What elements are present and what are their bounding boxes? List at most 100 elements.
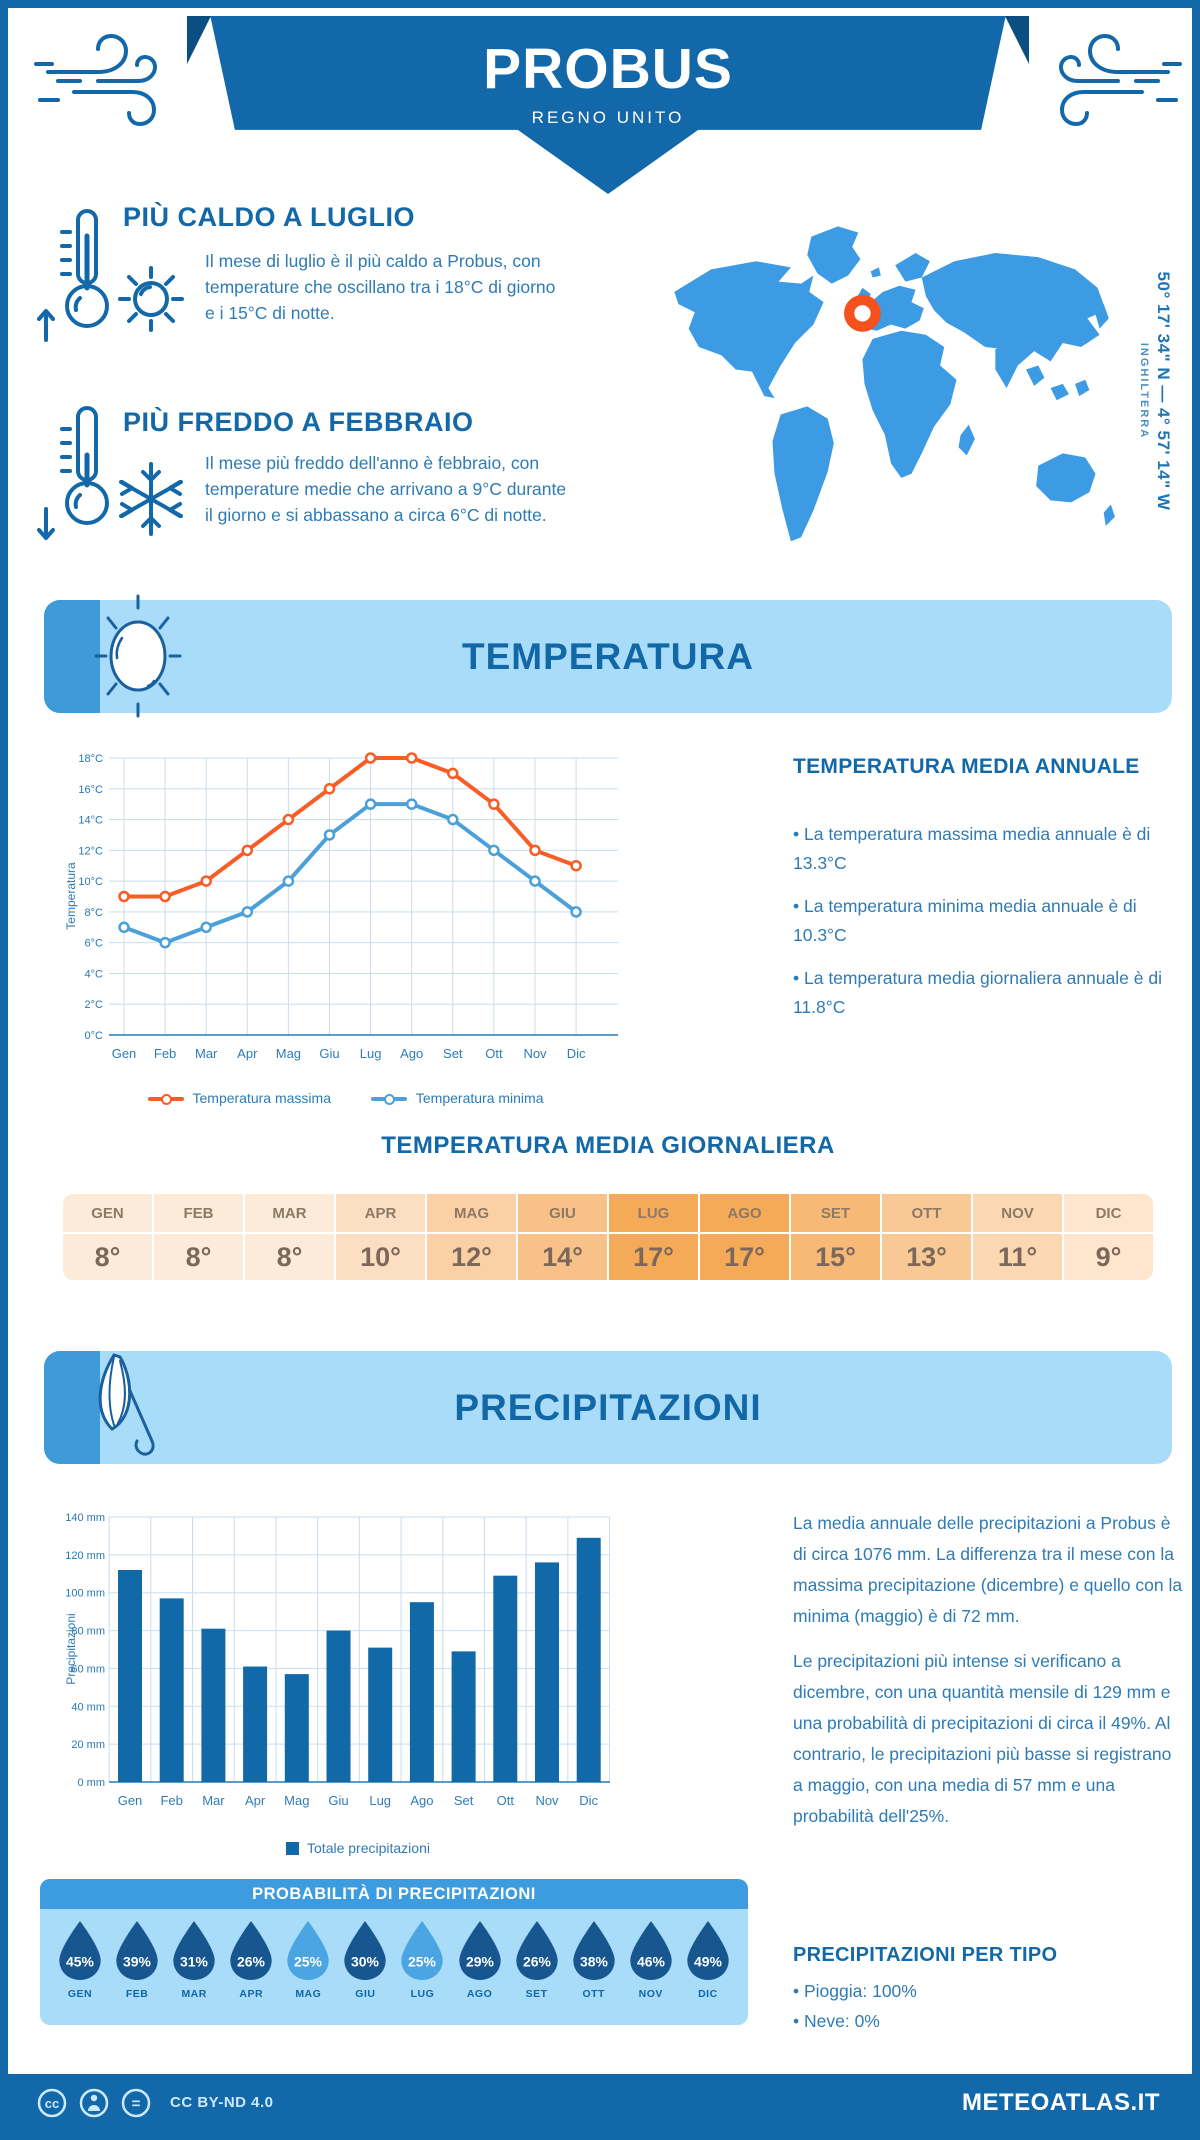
rain-drop-icon: 31% <box>173 1921 215 1980</box>
umbrella-icon <box>98 1353 155 1456</box>
y-tick-label: 140 mm <box>65 1512 105 1524</box>
data-point <box>488 844 500 857</box>
y-tick-label: 18°C <box>78 753 103 765</box>
data-point <box>241 906 254 918</box>
precip-paragraph-2: Le precipitazioni più intense si verific… <box>793 1651 1172 1826</box>
rain-drop-percent: 38% <box>580 1954 609 1970</box>
x-tick-label: Ott <box>485 1046 503 1061</box>
y-tick-label: 12°C <box>78 845 103 857</box>
table-month-value: 17° <box>609 1234 698 1280</box>
precipitation-legend: Totale precipitazioni <box>63 1840 653 1856</box>
data-point <box>364 798 377 810</box>
rain-drop-cell: 29% AGO <box>454 1919 506 2000</box>
precipitation-paragraphs: La media annuale delle precipitazioni a … <box>793 1508 1185 1846</box>
y-tick-label: 0 mm <box>78 1777 106 1789</box>
legend-total-label: Totale precipitazioni <box>307 1840 430 1856</box>
table-month-value: 17° <box>700 1234 789 1280</box>
precip-probability-panel: PROBABILITÀ DI PRECIPITAZIONI 45% GEN 39% F… <box>40 1879 748 2025</box>
x-tick-label: Set <box>454 1793 474 1808</box>
table-month-value: 8° <box>245 1234 334 1280</box>
data-point <box>447 813 459 826</box>
rain-drop-percent: 49% <box>694 1954 723 1970</box>
region-text: INGHILTERRA <box>1138 342 1150 440</box>
ribbon-fold-right <box>1005 16 1029 64</box>
rain-drop-shape <box>173 1921 215 1980</box>
bar <box>159 1598 184 1782</box>
x-tick-label: Dic <box>567 1046 586 1061</box>
table-month-value: 8° <box>154 1234 243 1280</box>
rain-drop-icon: 30% <box>344 1921 387 1980</box>
y-tick-label: 80 mm <box>71 1626 105 1638</box>
precip-by-type-heading: PRECIPITAZIONI PER TIPO <box>793 1944 1058 1966</box>
cc-license-icons: cc = <box>37 2088 151 2118</box>
line-series-0 <box>122 756 579 899</box>
precip-by-type-list: • Pioggia: 100% • Neve: 0% <box>793 1976 917 2036</box>
rain-drop-icon: 46% <box>630 1921 672 1980</box>
data-point <box>159 936 171 949</box>
coordinates-block: 50° 17' 34" N — 4° 57' 14" W INGHILTERRA <box>1127 214 1173 568</box>
x-tick-label: Mag <box>284 1793 309 1808</box>
rain-drop-month: APR <box>239 1988 264 2000</box>
thermometer-cold-icon <box>37 406 109 540</box>
data-point <box>159 890 171 903</box>
rain-drop-shape <box>116 1921 158 1980</box>
x-tick-label: Ago <box>400 1046 423 1061</box>
legend-item-min: Temperatura minima <box>370 1090 544 1106</box>
x-tick-label: Giu <box>319 1046 339 1061</box>
y-axis-label: Temperatura <box>64 862 78 930</box>
y-tick-label: 2°C <box>85 999 104 1011</box>
rain-drop-month: AGO <box>466 1988 493 2000</box>
rain-drop-percent: 26% <box>237 1954 266 1970</box>
rain-drop-cell: 45% GEN <box>54 1919 106 2000</box>
rain-drop-icon: 29% <box>458 1921 501 1980</box>
rain-drop-cell: 46% NOV <box>625 1919 677 2000</box>
x-tick-label: Ott <box>497 1793 515 1808</box>
y-tick-label: 60 mm <box>71 1663 105 1675</box>
y-tick-label: 14°C <box>78 815 103 827</box>
bar <box>576 1537 601 1782</box>
x-tick-label: Ago <box>410 1793 433 1808</box>
footer: cc = CC BY-ND 4.0 METEOATLAS.IT <box>8 2074 1192 2132</box>
rain-drop-month: DIC <box>698 1988 718 2000</box>
rain-drop-icon: 25% <box>287 1921 329 1980</box>
data-point <box>570 859 582 872</box>
data-point <box>570 906 582 918</box>
rain-drop-month: GIU <box>355 1988 376 2000</box>
rain-drop-percent: 25% <box>294 1954 323 1970</box>
temperature-banner-tab <box>44 600 100 713</box>
table-month-header: FEB <box>154 1194 243 1232</box>
x-tick-label: Nov <box>535 1793 559 1808</box>
rain-drop-cell: 25% LUG <box>396 1919 448 2000</box>
by-type-rain: • Pioggia: 100% <box>793 1981 917 2001</box>
rain-drop-shape <box>344 1921 387 1980</box>
legend-item-total: Totale precipitazioni <box>286 1840 430 1856</box>
precip-paragraph-1: La media annuale delle precipitazioni a … <box>793 1513 1183 1626</box>
legend-max-label: Temperatura massima <box>192 1090 332 1106</box>
y-tick-label: 10°C <box>78 876 103 888</box>
x-tick-label: Set <box>443 1046 463 1061</box>
table-month-header: OTT <box>882 1194 971 1232</box>
rain-drop-month: FEB <box>125 1988 149 2000</box>
data-point <box>241 844 254 857</box>
data-point <box>529 875 541 887</box>
site-name: METEOATLAS.IT <box>961 2089 1160 2116</box>
data-point <box>282 875 295 887</box>
sun-icon <box>118 266 184 332</box>
x-tick-label: Mag <box>276 1046 301 1061</box>
rain-drop-percent: 45% <box>66 1954 95 1970</box>
rain-drop-icon: 45% <box>59 1921 101 1980</box>
daily-temp-table: GEN FEB MAR APR MAG GIU LUG AGO SET OTT NOV DIC 8° 8°… <box>63 1194 1153 1280</box>
continents <box>674 226 1115 542</box>
ribbon-fold-left <box>187 16 211 64</box>
table-month-header: NOV <box>973 1194 1062 1232</box>
rain-drop-shape <box>687 1921 729 1980</box>
x-tick-label: Nov <box>523 1046 547 1061</box>
rain-drop-cell: 30% GIU <box>339 1919 391 2000</box>
rain-drop-cell: 39% FEB <box>111 1919 163 2000</box>
bar <box>243 1666 268 1782</box>
x-tick-label: Lug <box>369 1793 391 1808</box>
table-month-value: 11° <box>973 1234 1062 1280</box>
precip-probability-heading: PROBABILITÀ DI PRECIPITAZIONI <box>40 1879 748 1909</box>
y-tick-label: 8°C <box>85 907 104 919</box>
